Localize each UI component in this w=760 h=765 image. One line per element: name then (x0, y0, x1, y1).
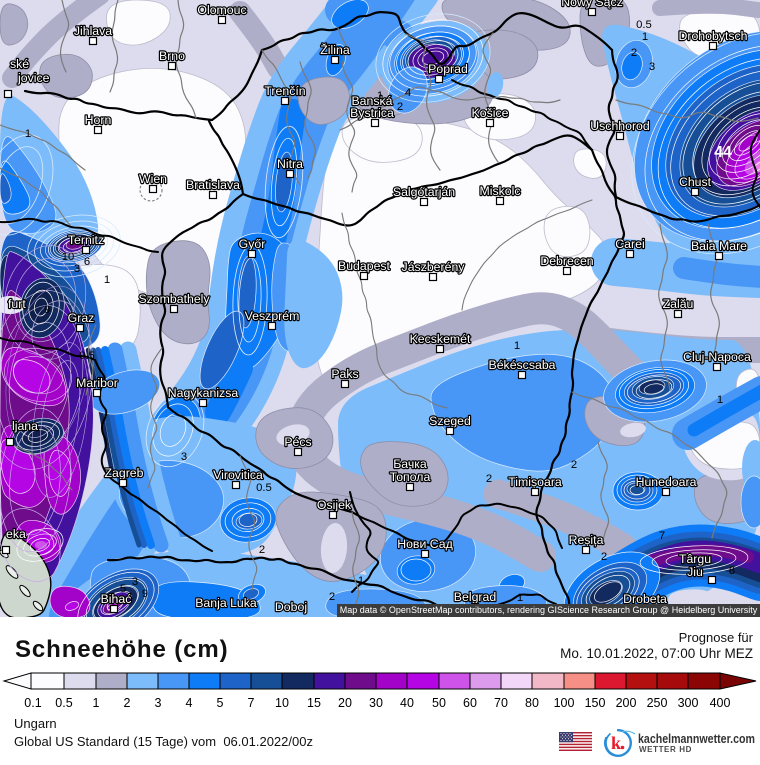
svg-text:Wien: Wien (139, 172, 167, 186)
svg-text:2: 2 (631, 47, 637, 59)
svg-text:8: 8 (729, 565, 735, 577)
svg-text:Bratislava: Bratislava (186, 178, 240, 192)
svg-text:Nitra: Nitra (277, 157, 303, 171)
svg-text:Debrecen: Debrecen (540, 254, 593, 268)
svg-text:eka: eka (6, 527, 26, 541)
svg-text:4: 4 (405, 87, 411, 99)
svg-text:Veszprém: Veszprém (245, 309, 300, 323)
svg-text:Zalău: Zalău (663, 297, 694, 311)
svg-text:9: 9 (44, 304, 50, 316)
svg-text:Ternitz: Ternitz (68, 233, 104, 247)
svg-text:Horn: Horn (85, 113, 112, 127)
svg-text:1: 1 (514, 340, 520, 352)
svg-text:Maribor: Maribor (76, 376, 118, 390)
svg-text:1: 1 (377, 90, 383, 102)
svg-text:3: 3 (181, 451, 187, 463)
svg-text:Békéscsaba: Békéscsaba (489, 358, 556, 372)
svg-text:2: 2 (397, 101, 403, 113)
svg-text:Reșița: Reșița (569, 533, 604, 547)
svg-text:2: 2 (329, 591, 335, 603)
svg-text:Drohobytsch: Drohobytsch (678, 29, 747, 43)
svg-text:Paks: Paks (331, 367, 358, 381)
svg-text:2: 2 (486, 473, 492, 485)
svg-text:7: 7 (659, 530, 665, 542)
svg-text:Hunedoara: Hunedoara (636, 475, 697, 489)
svg-text:Szombathely: Szombathely (138, 292, 210, 306)
svg-text:1: 1 (642, 31, 648, 43)
svg-text:Banská: Banská (351, 94, 392, 108)
svg-text:Jiu: Jiu (687, 565, 703, 579)
svg-text:Carei: Carei (615, 237, 644, 251)
svg-text:Budapest: Budapest (338, 259, 391, 273)
svg-text:furt: furt (8, 297, 26, 311)
svg-text:ljana: ljana (12, 419, 38, 433)
svg-text:Banja Luka: Banja Luka (195, 596, 257, 610)
svg-text:1: 1 (358, 575, 364, 587)
svg-text:Doboj: Doboj (275, 600, 307, 614)
svg-text:2: 2 (601, 551, 607, 563)
svg-text:Olomouc: Olomouc (197, 3, 246, 17)
svg-text:Bihać: Bihać (101, 592, 132, 606)
svg-text:2: 2 (571, 459, 577, 471)
svg-text:Virovitica: Virovitica (213, 468, 263, 482)
svg-text:Bystrica: Bystrica (350, 106, 394, 120)
svg-text:Graz: Graz (68, 311, 95, 325)
svg-text:Szeged: Szeged (429, 414, 471, 428)
svg-text:Jászberény: Jászberény (402, 260, 466, 274)
svg-text:Drobeta: Drobeta (623, 592, 667, 606)
svg-text:1: 1 (25, 128, 31, 140)
svg-text:Kecskemét: Kecskemét (410, 332, 471, 346)
svg-text:Poprad: Poprad (428, 62, 468, 76)
svg-text:ské: ské (10, 57, 29, 71)
svg-text:Osijek: Osijek (317, 498, 352, 512)
svg-text:0.5: 0.5 (636, 19, 652, 31)
svg-text:Baia Mare: Baia Mare (691, 239, 747, 253)
svg-text:Trenčín: Trenčín (264, 84, 305, 98)
svg-text:1: 1 (104, 274, 110, 286)
svg-text:3: 3 (649, 61, 655, 73)
svg-text:Pécs: Pécs (284, 435, 311, 449)
svg-text:Jihlava: Jihlava (74, 24, 112, 38)
svg-text:jovice: jovice (17, 71, 50, 85)
svg-text:Uschhorod: Uschhorod (590, 119, 650, 133)
svg-text:3: 3 (132, 576, 138, 588)
svg-text:Brno: Brno (159, 49, 185, 63)
svg-text:9: 9 (142, 588, 148, 600)
svg-text:44: 44 (714, 144, 732, 161)
svg-text:k: k (611, 733, 621, 753)
svg-text:Košice: Košice (472, 106, 509, 120)
svg-text:0.5: 0.5 (79, 350, 95, 362)
svg-text:1: 1 (517, 592, 523, 604)
svg-text:5: 5 (120, 583, 126, 595)
svg-text:Győr: Győr (239, 237, 266, 251)
svg-text:Nowy Sącz: Nowy Sącz (561, 0, 623, 9)
svg-text:Miskolc: Miskolc (480, 184, 521, 198)
svg-text:6: 6 (84, 256, 90, 268)
svg-text:Belgrad: Belgrad (454, 590, 497, 604)
svg-text:Nagykanizsa: Nagykanizsa (168, 386, 239, 400)
svg-text:Žilina: Žilina (320, 42, 350, 57)
svg-text:Timișoara: Timișoara (508, 475, 562, 489)
svg-text:0.5: 0.5 (256, 482, 272, 494)
svg-text:3: 3 (74, 263, 80, 275)
svg-text:Zagreb: Zagreb (105, 466, 144, 480)
svg-text:1: 1 (717, 394, 723, 406)
svg-text:Нови Сад: Нови Сад (397, 537, 453, 551)
svg-text:Бачка: Бачка (393, 457, 427, 471)
svg-text:2: 2 (259, 544, 265, 556)
svg-text:Salgótarján: Salgótarján (393, 185, 455, 199)
svg-text:Chust: Chust (679, 175, 712, 189)
svg-text:Топола: Топола (390, 470, 431, 484)
svg-text:Cluj-Napoca: Cluj-Napoca (683, 350, 751, 364)
svg-text:Târgu: Târgu (679, 552, 711, 566)
svg-text:10: 10 (62, 251, 75, 263)
